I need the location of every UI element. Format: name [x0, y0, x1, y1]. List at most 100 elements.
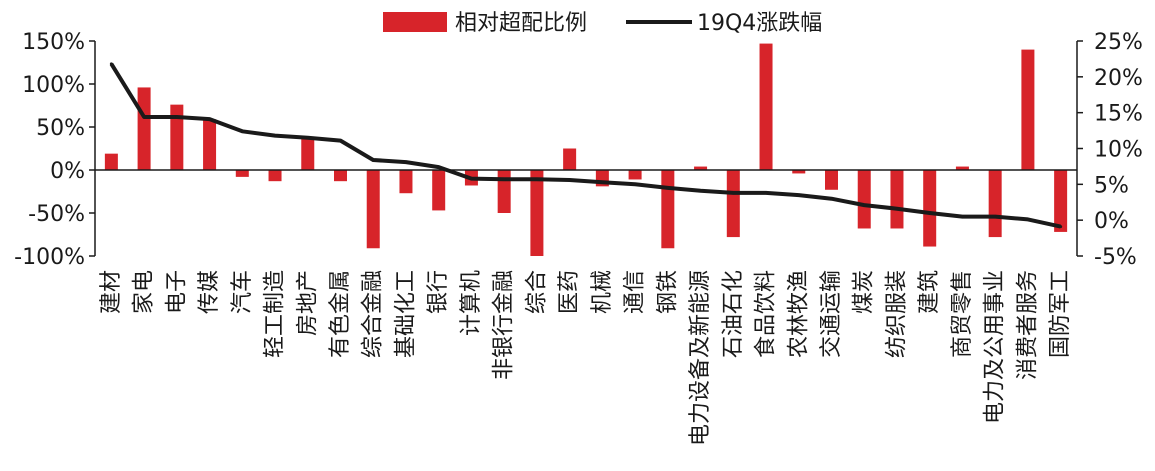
category-label: 农林牧渔: [786, 270, 811, 358]
bar: [759, 43, 773, 170]
line-point: [371, 158, 375, 162]
line-point: [404, 160, 408, 164]
line-point: [273, 134, 277, 138]
bar: [792, 170, 806, 174]
category-label: 煤炭: [852, 270, 877, 314]
category-label: 轻工制造: [263, 270, 288, 358]
line-point: [339, 139, 342, 143]
category-label: 机械: [590, 270, 615, 314]
line-point: [731, 191, 735, 195]
category-label: 综合金融: [361, 270, 386, 358]
category-label: 非银行金融: [492, 270, 517, 380]
line-point: [208, 117, 212, 121]
bar: [334, 170, 347, 182]
category-label: 计算机: [459, 270, 484, 336]
category-label: 有色金属: [328, 270, 353, 358]
y-right-tick-label: 5%: [1094, 173, 1129, 198]
category-label: 食品饮料: [754, 270, 779, 358]
category-label: 建材: [99, 270, 124, 314]
line-point: [830, 197, 833, 201]
line-point: [928, 211, 932, 215]
line-point: [535, 177, 539, 181]
category-label: 电力设备及新能源: [688, 270, 713, 446]
bar: [988, 170, 1002, 238]
y-left-tick-label: -50%: [28, 202, 85, 227]
line-point: [764, 191, 768, 195]
y-right-tick-label: 15%: [1094, 102, 1143, 127]
bar: [857, 170, 871, 229]
category-label: 综合: [524, 270, 549, 314]
category-label: 家电: [132, 270, 157, 314]
bar: [497, 170, 511, 213]
line-series: [109, 62, 1062, 229]
category-label: 基础化工: [393, 270, 418, 358]
line-point: [862, 203, 866, 207]
category-label: 钢铁: [655, 270, 680, 314]
bar: [170, 104, 184, 170]
y-right-tick-label: -5%: [1094, 245, 1137, 270]
line-point: [469, 177, 473, 181]
bar: [563, 148, 577, 170]
line-point: [240, 129, 244, 133]
category-label: 石油石化: [721, 270, 746, 358]
category-label: 纺织服装: [884, 270, 909, 358]
y-left-tick-label: 50%: [36, 116, 85, 141]
legend-label-bar: 相对超配比例: [455, 11, 587, 36]
line-point: [437, 165, 441, 169]
legend-label-line: 19Q4涨跌幅: [697, 11, 822, 36]
bar: [137, 87, 151, 170]
bar: [399, 170, 413, 194]
category-label: 传媒: [197, 270, 222, 314]
y-left-tick-label: 100%: [22, 73, 85, 98]
bar: [726, 170, 740, 238]
bar: [694, 166, 708, 170]
bar: [890, 170, 904, 229]
line-point: [1059, 225, 1063, 229]
category-label: 汽车: [230, 270, 255, 314]
category-label: 电子: [164, 270, 189, 314]
line-point: [633, 182, 637, 186]
category-label: 房地产: [295, 270, 320, 336]
y-right-tick-label: 0%: [1094, 209, 1129, 234]
category-label: 国防军工: [1048, 270, 1073, 358]
y-left-tick-label: 150%: [22, 30, 85, 55]
y-left-tick-label: 0%: [50, 159, 85, 184]
line-point: [895, 207, 899, 211]
line-point: [960, 215, 964, 219]
line-point: [993, 215, 997, 219]
bar: [1021, 49, 1035, 170]
bar: [235, 170, 249, 177]
bar: [955, 166, 969, 170]
y-right-tick-label: 20%: [1094, 66, 1143, 91]
bar: [661, 170, 675, 249]
legend-swatch-bar: [383, 12, 447, 32]
bar: [825, 170, 838, 190]
y-right-tick-label: 25%: [1094, 30, 1143, 55]
line-point: [568, 178, 572, 182]
line-point: [797, 193, 801, 197]
bar: [104, 153, 118, 170]
line-point: [600, 180, 604, 184]
y-right-tick-label: 10%: [1094, 138, 1143, 163]
line-point: [142, 115, 146, 119]
y-left-tick-label: -100%: [14, 245, 85, 270]
category-label: 医药: [557, 270, 582, 314]
category-label: 电力及公用事业: [983, 270, 1008, 424]
category-label: 消费者服务: [1015, 270, 1040, 380]
line-point: [175, 115, 179, 119]
category-label: 商贸零售: [950, 270, 975, 358]
line-point: [502, 177, 506, 181]
legend: 相对超配比例 19Q4涨跌幅: [383, 11, 822, 36]
plot-area: 150% 100% 50% 0% -50% -100% 25% 20% 15% 10% 5% 0% -5…: [14, 30, 1143, 446]
bar: [432, 170, 446, 211]
category-label: 建筑: [917, 270, 942, 314]
line-point: [109, 62, 113, 66]
line-point: [699, 189, 703, 193]
bar: [301, 137, 315, 170]
category-label: 银行: [426, 270, 451, 314]
bar: [923, 170, 937, 247]
category-label: 交通运输: [819, 270, 844, 358]
bar: [268, 170, 282, 182]
bar: [203, 119, 217, 170]
